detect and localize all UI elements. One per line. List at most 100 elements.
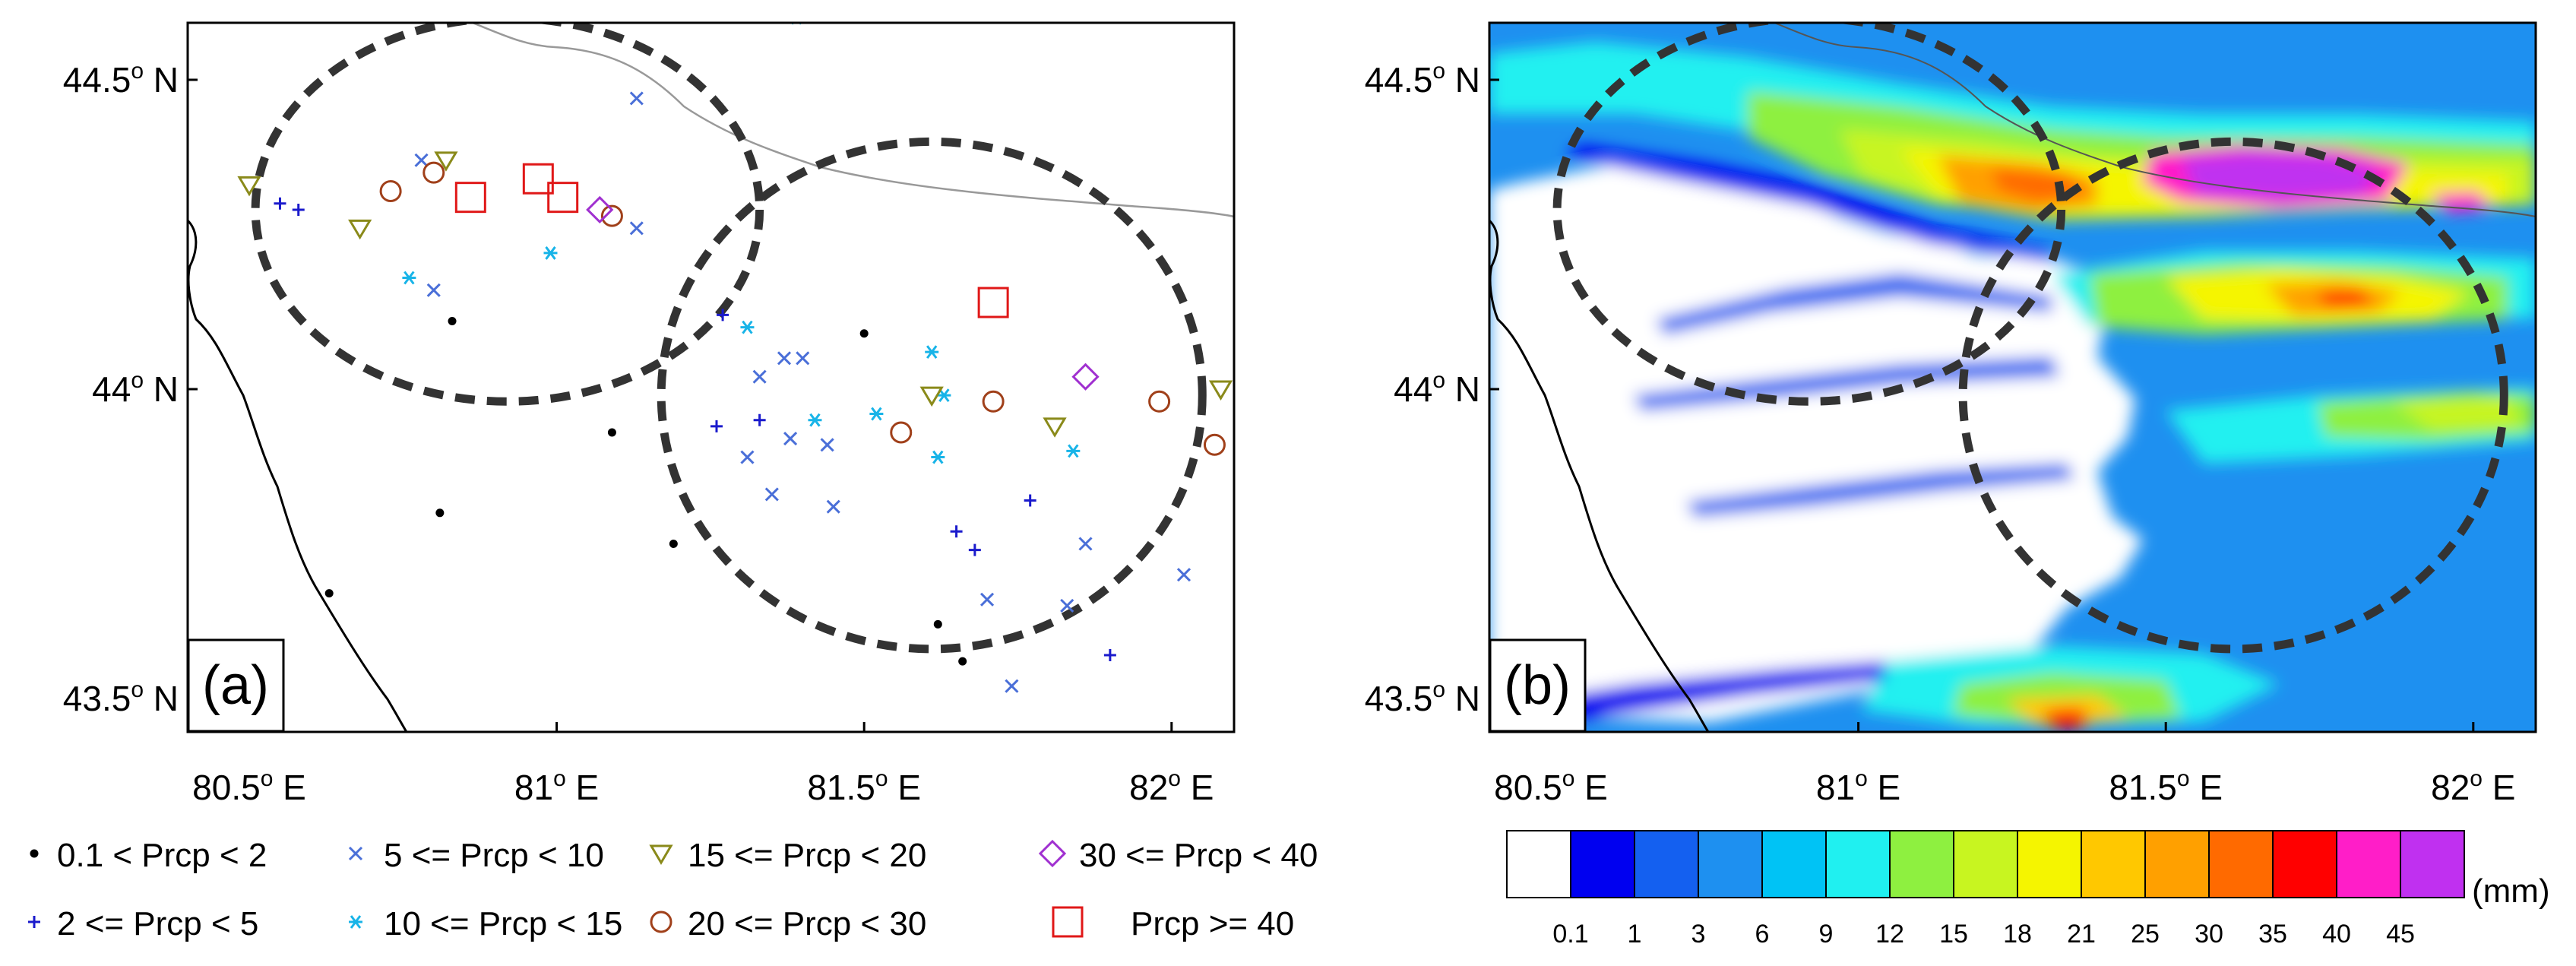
station-point-c4 [1066, 444, 1081, 458]
station-point-c3 [1005, 679, 1019, 693]
field-patches [1489, 42, 2536, 732]
station-point-c3 [426, 283, 441, 297]
station-point-c1 [859, 329, 869, 338]
x-tick-label: 80.5o E [1494, 766, 1608, 807]
station-point-c3 [1176, 568, 1191, 582]
legend-label-c1: 0.1 < Prcp < 2 [57, 837, 267, 874]
colorbar-swatch [1570, 830, 1635, 898]
axis-ticks: 80.5o E 81o E 81.5o E 82o E 44.5o N 44o N 43.5… [63, 59, 1214, 807]
station-point-c3 [629, 221, 644, 236]
station-point-c3 [414, 153, 429, 167]
station-point-c1 [933, 619, 942, 629]
colorbar-swatch [2400, 830, 2465, 898]
colorbar-swatch [1698, 830, 1763, 898]
station-markers [237, 23, 1233, 693]
station-point-c8 [977, 287, 1009, 318]
station-point-c2 [1103, 649, 1116, 662]
plot-frame [1488, 21, 2537, 733]
station-point-c4 [869, 407, 884, 421]
station-point-c3 [740, 450, 755, 464]
border [1774, 23, 2536, 217]
colorbar-tick-label: 9 [1819, 920, 1834, 949]
colorbar-swatch [1825, 830, 1891, 898]
region-west [251, 23, 764, 406]
station-point-c3 [979, 592, 995, 607]
y-tick-label: 44o N [1394, 368, 1480, 409]
y-tick-label: 44.5o N [1365, 59, 1480, 100]
station-point-c8 [454, 182, 486, 214]
station-point-c4 [937, 388, 951, 403]
y-tick-label: 44o N [92, 368, 179, 409]
dashed-regions [251, 23, 1207, 654]
station-point-c4 [402, 271, 416, 285]
colorbar-tick-label: 1 [1628, 920, 1642, 949]
station-point-c4 [925, 345, 939, 359]
station-point-c1 [435, 508, 445, 518]
colorbar-swatch [1634, 830, 1699, 898]
colorbar-tick-label: 45 [2386, 920, 2415, 949]
station-point-c5 [919, 386, 944, 407]
dashed-regions [1552, 23, 2508, 654]
colorbar-swatch [1953, 830, 2018, 898]
station-point-c3 [826, 499, 840, 514]
station-point-c3 [796, 351, 810, 366]
y-tick-label: 44.5o N [63, 59, 179, 100]
station-point-c3 [820, 438, 834, 452]
station-point-c3 [1060, 598, 1074, 613]
legend-marker-c5 [649, 844, 673, 865]
station-point-c3 [1078, 537, 1093, 551]
station-point-c8 [522, 163, 554, 195]
colorbar-tick-label: 6 [1755, 920, 1770, 949]
legend-label-c3: 5 <= Prcp < 10 [384, 837, 604, 874]
border [472, 23, 1234, 218]
station-point-c6 [422, 161, 445, 184]
station-point-c6 [600, 204, 623, 227]
x-tick-label: 82o E [1129, 766, 1214, 807]
station-point-c3 [629, 91, 644, 106]
panel-b: 80.5o E 81o E 81.5o E 82o E 44.5o N 44o N 43.5… [1365, 21, 2537, 807]
station-point-c5 [1208, 380, 1233, 401]
legend-marker-c8 [1052, 906, 1084, 938]
station-point-c1 [324, 589, 334, 598]
colorbar-tick-label: 35 [2258, 920, 2287, 949]
legend: 0.1 < Prcp < 2 2 <= Prcp < 5 5 <= Prcp < 1… [28, 837, 1318, 942]
x-tick-label: 80.5o E [192, 766, 306, 807]
colorbar: 0.1 1 3 6 9 12 15 18 21 25 30 35 40 45 (mm) [1506, 830, 2550, 949]
colorbar-tick-label: 21 [2067, 920, 2096, 949]
station-point-c1 [669, 540, 678, 548]
station-point-c2 [968, 543, 981, 556]
station-point-c3 [777, 351, 792, 366]
station-point-c1 [448, 316, 457, 325]
station-point-c1 [958, 657, 967, 666]
colorbar-swatch [1889, 830, 1954, 898]
legend-marker-c7 [1038, 839, 1067, 868]
station-point-c4 [740, 320, 755, 334]
station-point-c2 [710, 420, 723, 432]
station-point-c6 [982, 390, 1005, 413]
colorbar-tick-label: 40 [2322, 920, 2351, 949]
colorbar-tick-label: 30 [2195, 920, 2223, 949]
plot-frame [186, 21, 1236, 733]
station-point-c2 [1024, 494, 1036, 507]
station-point-c4 [543, 246, 558, 260]
station-point-c8 [547, 182, 579, 214]
legend-marker-c6 [650, 911, 672, 933]
station-point-c2 [292, 203, 305, 216]
region-east [657, 137, 1207, 654]
colorbar-swatch [2017, 830, 2082, 898]
station-point-c4 [931, 450, 945, 464]
legend-marker-c4 [349, 915, 362, 929]
colorbar-tick-label: 25 [2131, 920, 2160, 949]
station-point-c5 [237, 176, 261, 197]
station-point-c3 [764, 487, 779, 502]
panel-a: 80.5o E 81o E 81.5o E 82o E 44.5o N 44o N 43.5… [63, 21, 1236, 807]
colorbar-swatch [2081, 830, 2146, 898]
colorbar-swatch [1506, 830, 1571, 898]
legend-marker-c3 [348, 846, 363, 861]
x-tick-label: 82o E [2431, 766, 2515, 807]
station-point-c5 [434, 151, 458, 172]
station-point-c7 [1071, 363, 1100, 391]
panel-label-box [1489, 638, 1587, 733]
x-tick-label: 81.5o E [807, 766, 921, 807]
